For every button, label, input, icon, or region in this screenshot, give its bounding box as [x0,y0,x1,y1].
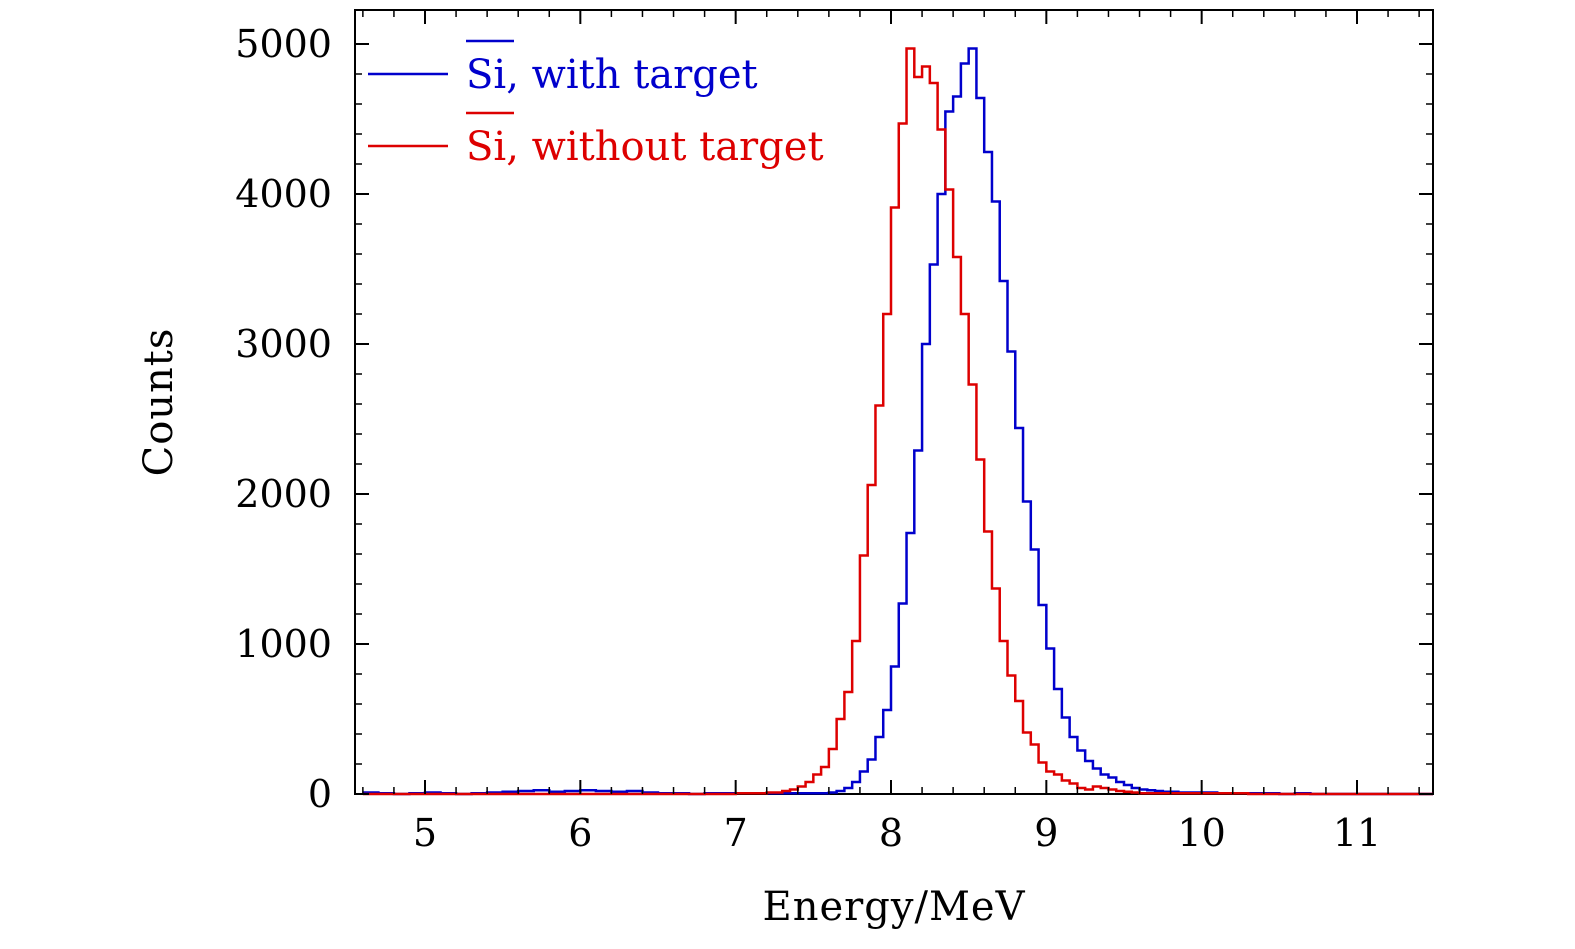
x-axis-label: Energy/MeV [763,884,1026,930]
y-tick-label: 3000 [235,322,332,366]
plot-frame [354,9,1434,795]
x-tick-label: 6 [568,811,592,855]
legend-label-0: Si, with target [466,52,758,98]
x-axis: 5 6 7 8 9 10 11 [362,10,1420,855]
x-tick-label: 9 [1034,811,1058,855]
x-tick-label: 10 [1177,811,1225,855]
legend: Si, with target Si, without target [368,39,824,170]
legend-label-1: Si, without target [466,124,824,170]
series-1-line [362,47,1433,796]
x-tick-label: 8 [879,811,903,855]
y-tick-label: 0 [308,772,332,816]
y-axis: 0 1000 2000 3000 4000 5000 [235,22,1433,816]
x-tick-label: 5 [413,811,437,855]
y-tick-label: 5000 [235,22,332,66]
y-tick-label: 2000 [235,472,332,516]
y-tick-label: 1000 [235,622,332,666]
x-tick-label: 7 [724,811,748,855]
y-tick-label: 4000 [235,172,332,216]
y-axis-label: Counts [136,328,182,477]
x-tick-label: 11 [1333,811,1381,855]
